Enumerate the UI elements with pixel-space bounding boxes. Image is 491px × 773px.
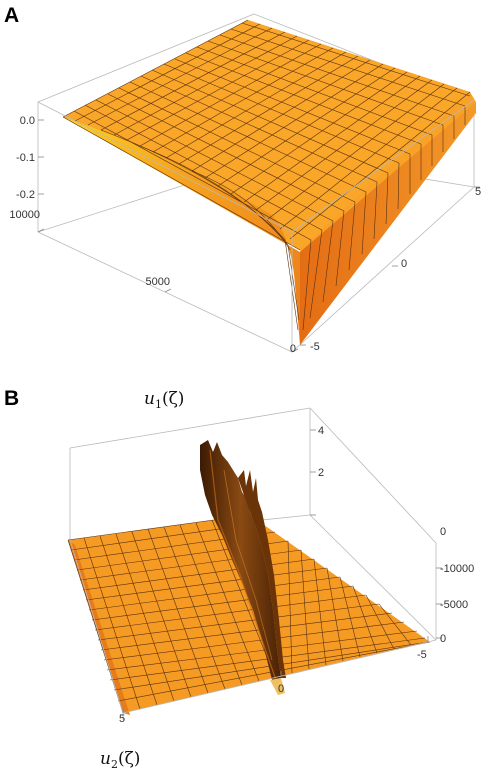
b-y-tick-label: 0 — [440, 633, 446, 645]
panel-b-x-axis: 5 0 -5 — [119, 636, 429, 725]
panel-b-front-box — [69, 539, 437, 720]
panel-a-x-axis: -5 0 5 — [300, 186, 481, 353]
caption-u1: u1(ζ) — [144, 389, 184, 411]
panel-a-mesh — [62, 19, 471, 331]
a-z-tick-label: 0.0 — [20, 115, 35, 127]
panel-b-letter: B — [4, 387, 19, 410]
panel-b: B — [4, 387, 474, 771]
caption-u2: u2(ζ) — [100, 749, 140, 771]
panel-a: A — [4, 4, 481, 411]
b-y-tick-label: -5000 — [440, 599, 468, 611]
panel-a-front-box — [37, 99, 475, 352]
b-x-tick-label: -5 — [417, 649, 427, 661]
b-z-tick-label: 2 — [318, 467, 324, 479]
panel-a-surface — [62, 19, 476, 345]
panel-a-y-axis: 10000 5000 0 — [9, 209, 299, 355]
panel-a-bounding-box — [37, 13, 475, 353]
b-z-tick-label: 0 — [440, 526, 446, 538]
a-x-tick-label: -5 — [310, 341, 320, 353]
panel-b-spike — [200, 440, 286, 695]
panel-b-z-axis: 4 2 0 — [310, 425, 446, 538]
b-z-tick-label: 4 — [318, 425, 324, 437]
a-x-tick-label: 0 — [401, 258, 407, 270]
a-z-tick-label: -0.1 — [16, 152, 35, 164]
panel-b-y-axis: -10000 -5000 0 — [436, 563, 474, 645]
b-x-tick-label: 0 — [278, 683, 284, 695]
a-z-tick-label: -0.2 — [16, 189, 35, 201]
panel-a-z-axis: 0.0 -0.1 -0.2 — [16, 115, 44, 201]
b-y-tick-label: -10000 — [440, 563, 474, 575]
panel-b-surface — [67, 440, 431, 715]
b-x-tick-label: 5 — [119, 713, 125, 725]
panel-a-letter: A — [4, 4, 19, 27]
a-x-tick-label: 5 — [475, 186, 481, 198]
a-y-tick-label: 0 — [290, 343, 296, 355]
a-y-tick-label: 5000 — [146, 276, 170, 288]
a-y-tick-label: 10000 — [9, 209, 40, 221]
